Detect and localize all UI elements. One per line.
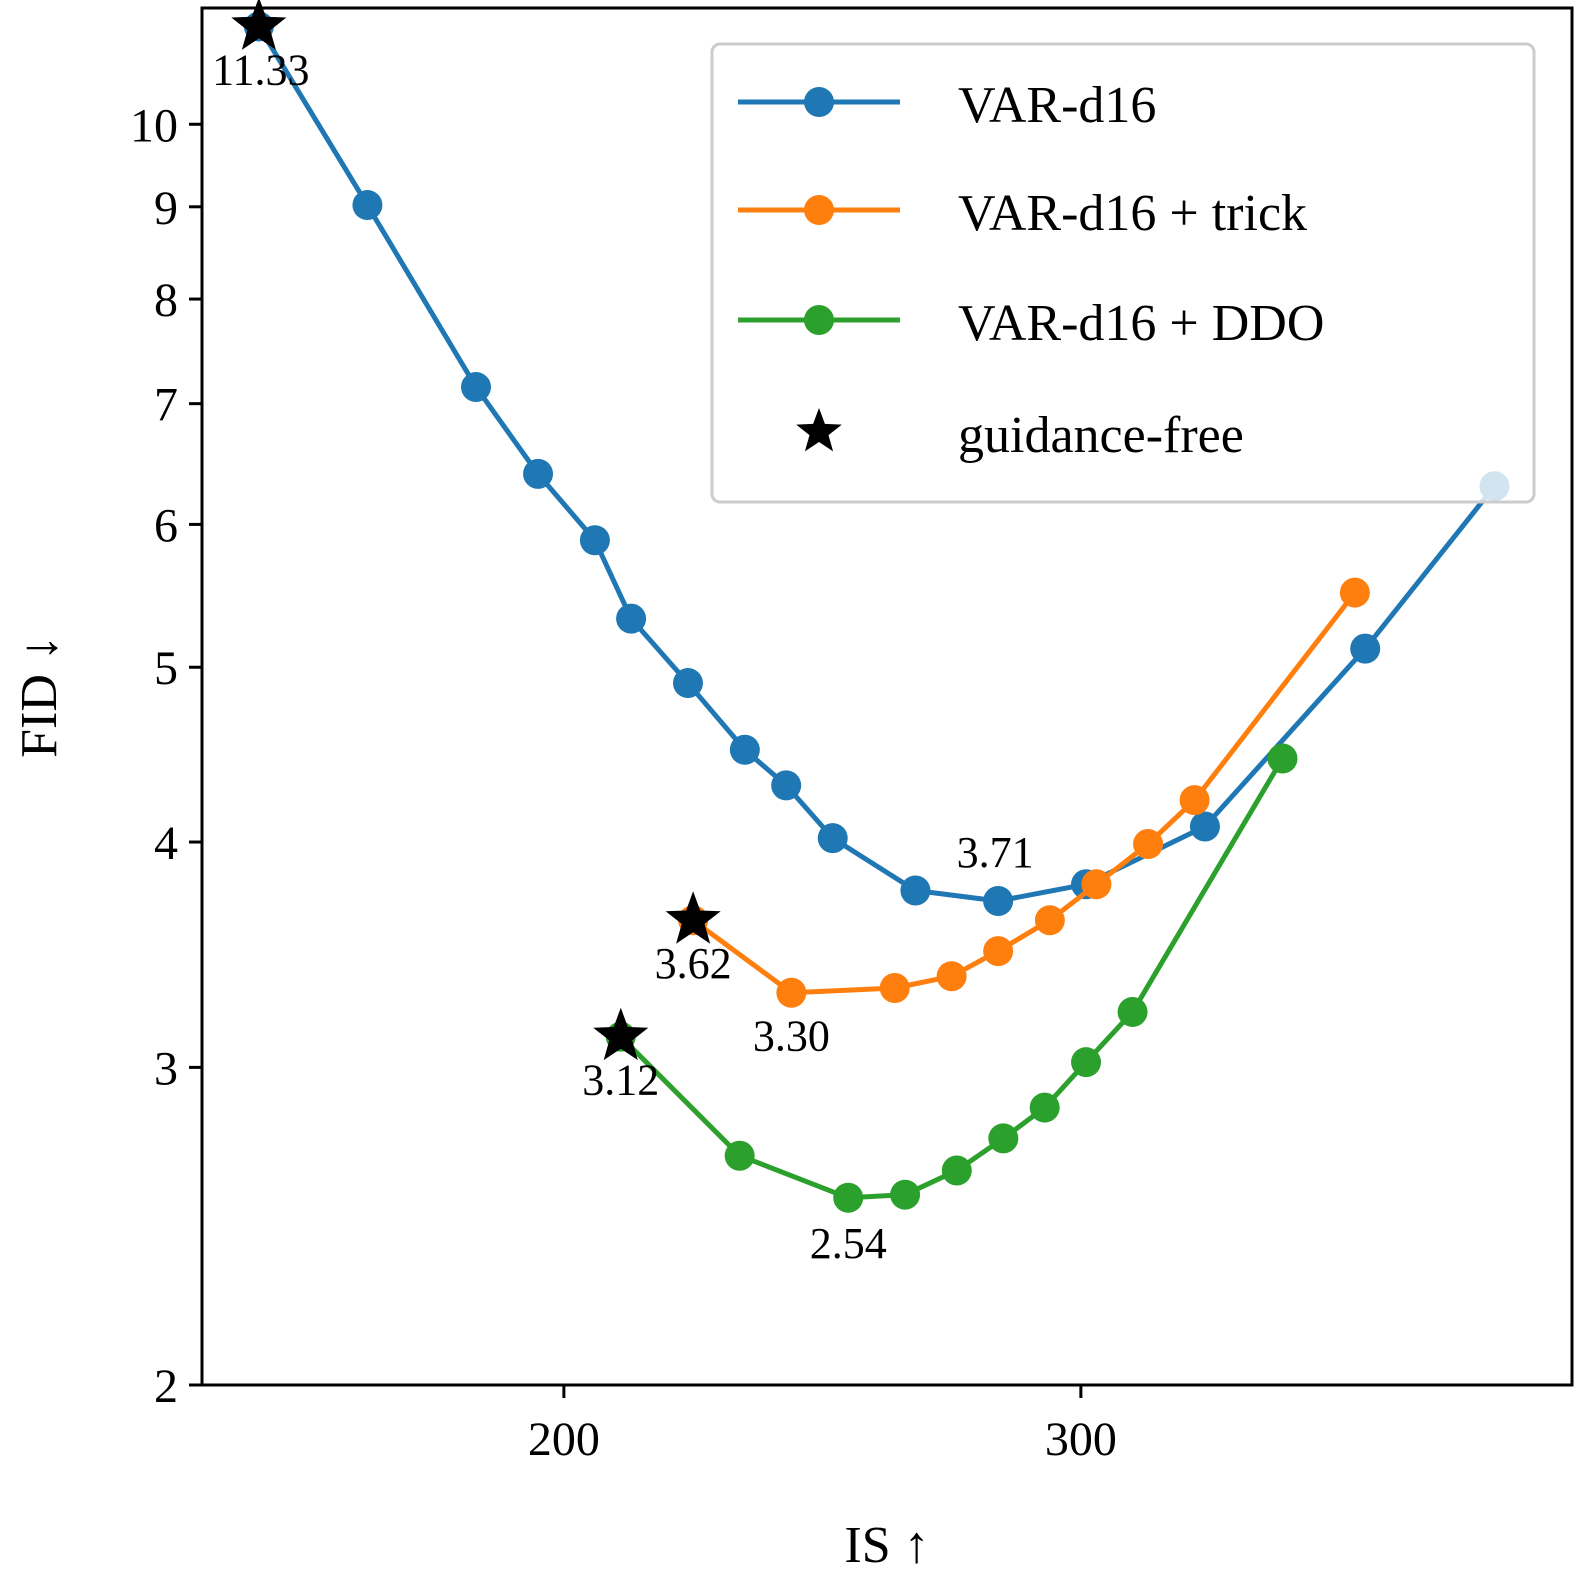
y-tick-label: 5 (154, 642, 178, 695)
x-axis-label: IS ↑ (844, 1517, 929, 1574)
annotation-label: 3.71 (957, 828, 1034, 877)
annotation-label: 3.12 (582, 1056, 659, 1105)
y-tick-label: 9 (154, 182, 178, 235)
series-line (691, 591, 1357, 996)
legend-box (710, 42, 1536, 504)
data-point (1350, 633, 1381, 664)
legend-marker (804, 87, 834, 117)
legend-label: VAR-d16 + trick (958, 185, 1307, 242)
annotation-label: 11.33 (212, 45, 309, 94)
data-point (988, 1123, 1019, 1154)
data-point (1029, 1092, 1060, 1123)
data-point (879, 972, 910, 1003)
data-point (776, 977, 807, 1008)
data-point (900, 875, 931, 906)
x-axis: 200 300 (528, 1385, 1117, 1466)
y-tick-label: 2 (154, 1360, 178, 1413)
guidance-free-star (665, 891, 721, 944)
data-point (1179, 785, 1210, 816)
y-tick-label: 10 (130, 99, 178, 152)
annotation-label: 3.30 (753, 1012, 830, 1061)
data-point (1071, 1047, 1102, 1078)
legend-marker (804, 305, 834, 335)
data-point (1267, 743, 1298, 774)
legend: VAR-d16 VAR-d16 + trick VAR-d16 + DDO guida… (710, 42, 1536, 504)
data-point (461, 372, 491, 403)
data-point (941, 1155, 972, 1186)
guidance-free-markers (231, 0, 721, 1061)
data-point (817, 823, 848, 854)
annotation-layer: 11.33 3.71 3.62 3.30 3.12 2.54 (212, 45, 1033, 1267)
data-point (1081, 869, 1112, 900)
data-point (890, 1179, 921, 1210)
legend-star-icon (796, 408, 842, 452)
y-tick-label: 8 (154, 274, 178, 327)
legend-label: guidance-free (958, 407, 1244, 464)
data-point (1117, 996, 1148, 1027)
data-point (983, 885, 1014, 916)
data-point (672, 668, 703, 699)
annotation-label: 2.54 (810, 1219, 887, 1268)
guidance-free-star (231, 0, 287, 50)
data-point (579, 525, 610, 556)
y-axis: 2 3 4 5 6 7 8 9 10 (130, 99, 202, 1413)
guidance-free-star (593, 1007, 649, 1061)
data-point (523, 458, 554, 489)
data-point (983, 936, 1014, 967)
data-point (1339, 577, 1370, 608)
data-point (724, 1140, 755, 1171)
data-point (1189, 811, 1220, 842)
y-tick-label: 7 (154, 379, 178, 432)
plot-frame (200, 6, 1574, 1387)
legend-marker (804, 195, 834, 225)
y-tick-label: 6 (154, 499, 178, 552)
series-line (619, 757, 1285, 1201)
data-point (936, 961, 967, 992)
x-tick-label: 200 (528, 1413, 600, 1466)
y-tick-label: 3 (154, 1042, 178, 1095)
series-var-d16-ddo (605, 743, 1298, 1213)
data-point (352, 190, 383, 221)
legend-label: VAR-d16 (958, 77, 1156, 134)
data-point (1133, 828, 1164, 859)
legend-label: VAR-d16 + DDO (958, 295, 1324, 352)
annotation-label: 3.62 (655, 939, 732, 988)
x-tick-label: 300 (1045, 1413, 1117, 1466)
data-point (729, 734, 760, 765)
y-tick-label: 4 (154, 817, 178, 870)
data-point (833, 1182, 864, 1213)
data-point (616, 603, 647, 634)
data-point (771, 770, 802, 801)
y-axis-label: FID ↓ (11, 635, 68, 758)
data-point (1034, 905, 1065, 936)
